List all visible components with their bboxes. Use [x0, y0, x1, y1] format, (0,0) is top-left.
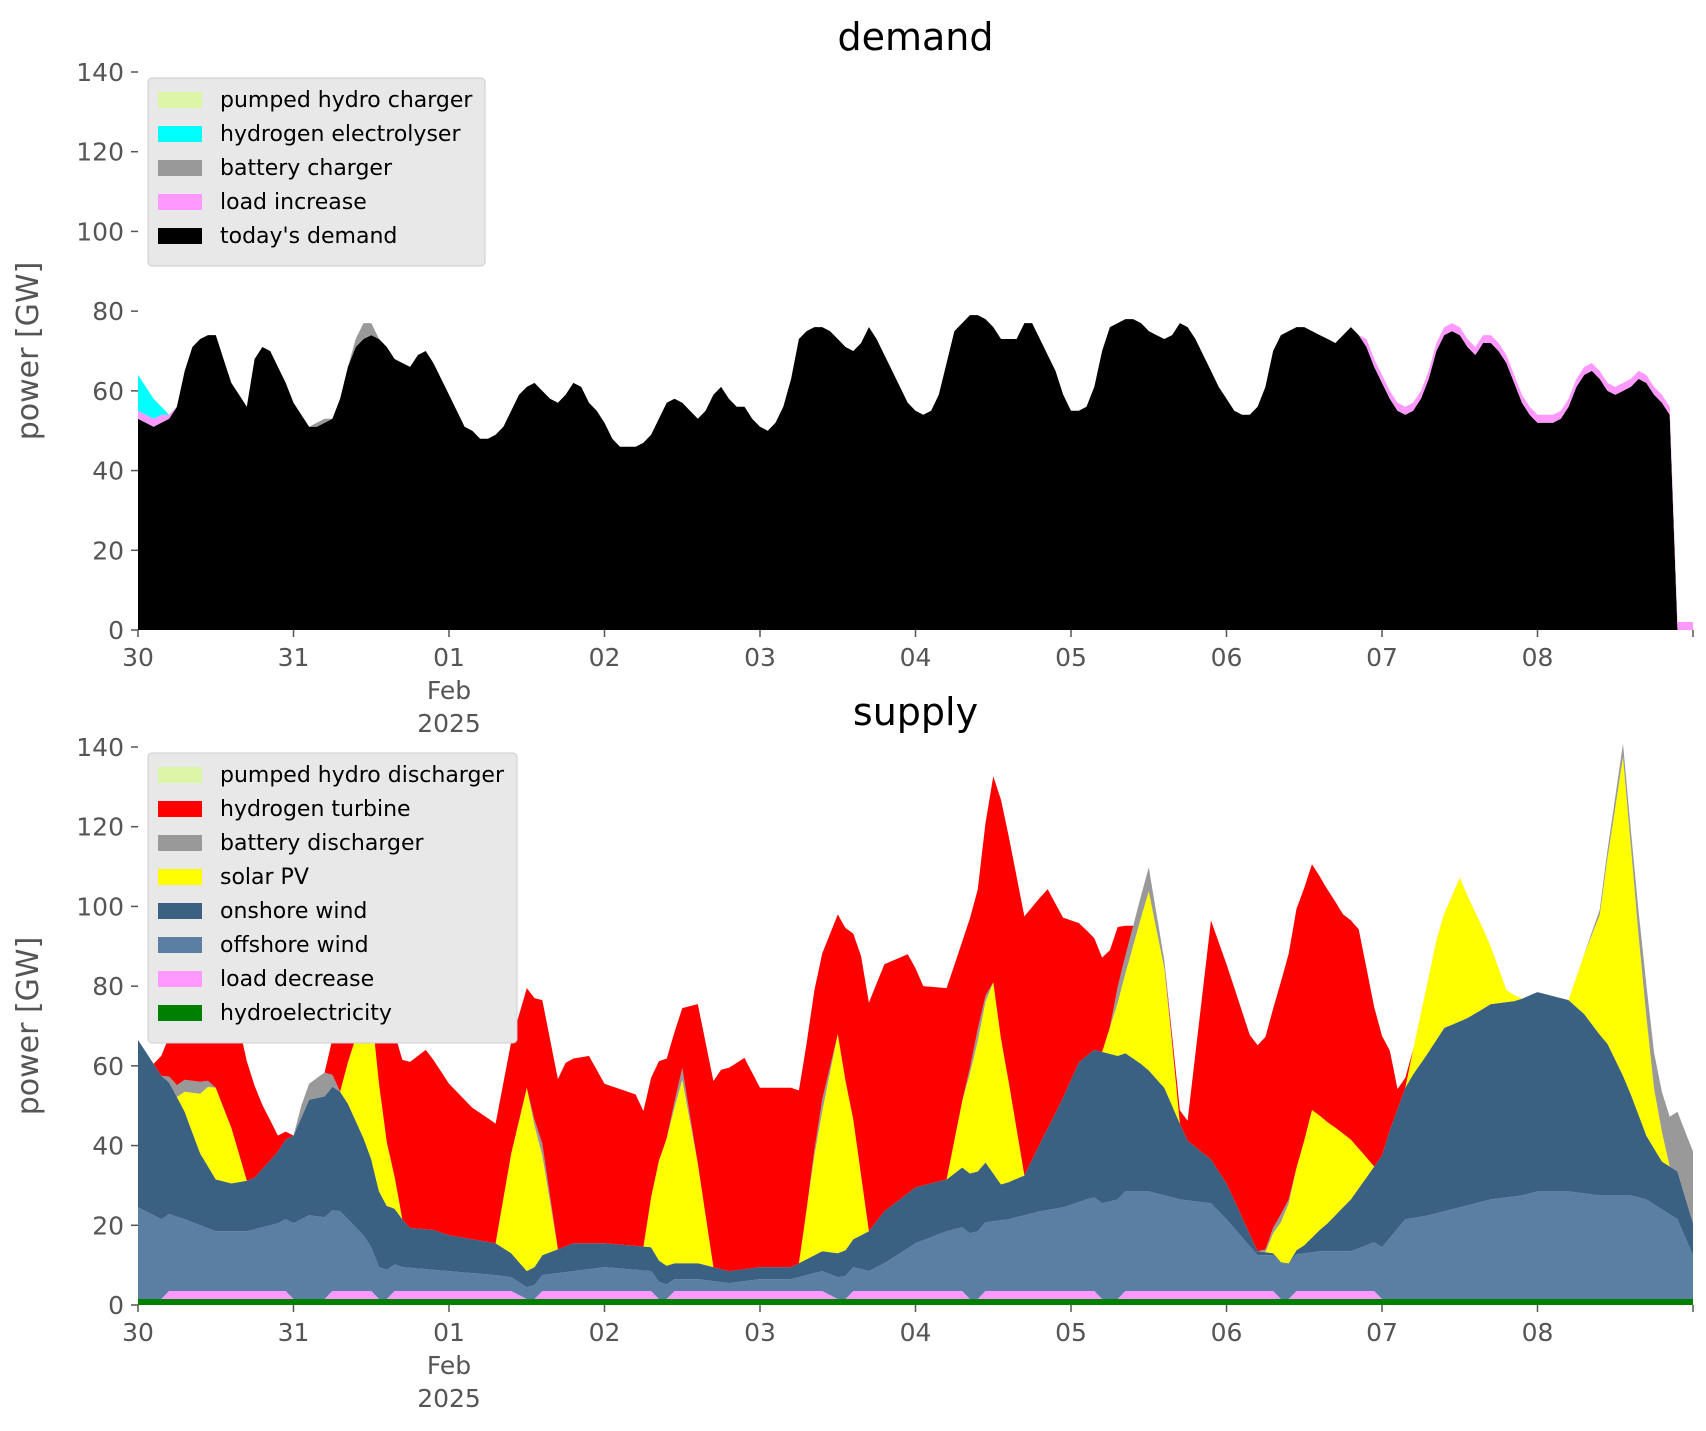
- x-tick-label: 30: [122, 1318, 154, 1347]
- legend-label-offshore-wind: offshore wind: [220, 933, 369, 958]
- x-tick-label: Feb: [427, 676, 471, 705]
- x-tick-label: 06: [1211, 643, 1243, 672]
- legend-label-battery-discharger: battery discharger: [220, 831, 425, 856]
- legend-swatch-battery-charger: [158, 160, 202, 176]
- y-tick-label: 140: [76, 733, 124, 762]
- demand-axes: 0 20 40 60 80 100 120 140 30 31 01 Feb 2025 02 03 04 05 0…: [76, 58, 1694, 738]
- x-tick-label: 05: [1055, 643, 1087, 672]
- legend-label-pumped-hydro-discharger: pumped hydro discharger: [220, 763, 505, 788]
- legend-label-onshore-wind: onshore wind: [220, 899, 367, 924]
- supply-ylabel: power [GW]: [11, 937, 46, 1116]
- x-tick-label: 03: [744, 1318, 776, 1347]
- y-tick-label: 100: [76, 217, 124, 246]
- legend-label-hydroelectricity: hydroelectricity: [220, 1001, 392, 1026]
- demand-title: demand: [837, 15, 993, 59]
- y-tick-label: 60: [92, 1052, 124, 1081]
- y-tick-label: 120: [76, 138, 124, 167]
- area-load-decrease: [138, 1291, 1693, 1300]
- supply-legend: pumped hydro discharger hydrogen turbine b…: [147, 752, 518, 1044]
- x-tick-label: 01: [433, 643, 465, 672]
- area-today-s-demand: [138, 315, 1693, 630]
- x-tick-label: 08: [1522, 1318, 1554, 1347]
- supply-title: supply: [853, 690, 978, 734]
- area-offshore-wind: [138, 1191, 1693, 1299]
- x-tick-label: 30: [122, 643, 154, 672]
- supply-axes: 0 20 40 60 80 100 120 140 30 31 01 Feb 2025 02 03 04 05 0…: [76, 733, 1694, 1413]
- demand-legend: pumped hydro charger hydrogen electrolyse…: [147, 77, 486, 267]
- x-tick-label: 02: [589, 643, 621, 672]
- supply-panel: 0 20 40 60 80 100 120 140 30 31 01 Feb 2025 02 03 04 05 0…: [11, 690, 1694, 1413]
- y-tick-label: 40: [92, 1132, 124, 1161]
- y-tick-label: 140: [76, 58, 124, 87]
- area-solar-pv: [138, 757, 1693, 1272]
- legend-label-hydrogen-electrolyser: hydrogen electrolyser: [220, 122, 461, 147]
- legend-box: [147, 77, 486, 267]
- legend-swatch-pumped-hydro-discharger: [158, 767, 202, 783]
- y-tick-label: 80: [92, 297, 124, 326]
- x-tick-label: 06: [1211, 1318, 1243, 1347]
- x-tick-label: 31: [278, 643, 310, 672]
- area-hydroelectricity: [138, 1299, 1693, 1305]
- legend-swatch-today-s-demand: [158, 228, 202, 244]
- x-tick-label: 05: [1055, 1318, 1087, 1347]
- legend-swatch-pumped-hydro-charger: [158, 92, 202, 108]
- supply-areas: [138, 743, 1693, 1305]
- y-tick-label: 40: [92, 457, 124, 486]
- demand-panel: 0 20 40 60 80 100 120 140 30 31 01 Feb 2025 02 03 04 05 0…: [11, 15, 1694, 738]
- legend-swatch-onshore-wind: [158, 903, 202, 919]
- y-tick-label: 0: [108, 616, 124, 645]
- legend-label-load-increase: load increase: [220, 190, 367, 215]
- x-tick-label: 04: [900, 1318, 932, 1347]
- legend-swatch-battery-discharger: [158, 835, 202, 851]
- x-tick-label: 07: [1366, 1318, 1398, 1347]
- legend-label-today-s-demand: today's demand: [220, 224, 397, 249]
- legend-swatch-hydrogen-electrolyser: [158, 126, 202, 142]
- y-tick-label: 80: [92, 972, 124, 1001]
- x-tick-label: 2025: [417, 709, 481, 738]
- legend-label-battery-charger: battery charger: [220, 156, 393, 181]
- x-tick-label: 01: [433, 1318, 465, 1347]
- legend-swatch-hydroelectricity: [158, 1005, 202, 1021]
- x-tick-label: 2025: [417, 1384, 481, 1413]
- x-tick-label: 07: [1366, 643, 1398, 672]
- area-hydrogen-turbine: [138, 743, 1693, 1272]
- x-tick-label: 04: [900, 643, 932, 672]
- demand-areas: [138, 315, 1693, 630]
- y-tick-label: 60: [92, 377, 124, 406]
- legend-swatch-load-decrease: [158, 971, 202, 987]
- x-tick-label: 02: [589, 1318, 621, 1347]
- x-tick-label: 03: [744, 643, 776, 672]
- y-tick-label: 20: [92, 1211, 124, 1240]
- legend-swatch-solar-pv: [158, 869, 202, 885]
- legend-swatch-offshore-wind: [158, 937, 202, 953]
- legend-label-hydrogen-turbine: hydrogen turbine: [220, 797, 411, 822]
- x-tick-label: Feb: [427, 1351, 471, 1380]
- legend-label-pumped-hydro-charger: pumped hydro charger: [220, 88, 473, 113]
- legend-label-solar-pv: solar PV: [220, 865, 309, 890]
- legend-label-load-decrease: load decrease: [220, 967, 374, 992]
- legend-swatch-load-increase: [158, 194, 202, 210]
- legend-box: [147, 752, 518, 1044]
- y-tick-label: 20: [92, 536, 124, 565]
- x-tick-label: 08: [1522, 643, 1554, 672]
- x-tick-label: 31: [278, 1318, 310, 1347]
- y-tick-label: 0: [108, 1291, 124, 1320]
- area-onshore-wind: [138, 992, 1693, 1288]
- y-tick-label: 120: [76, 813, 124, 842]
- y-tick-label: 100: [76, 892, 124, 921]
- legend-swatch-hydrogen-turbine: [158, 801, 202, 817]
- demand-ylabel: power [GW]: [11, 262, 46, 441]
